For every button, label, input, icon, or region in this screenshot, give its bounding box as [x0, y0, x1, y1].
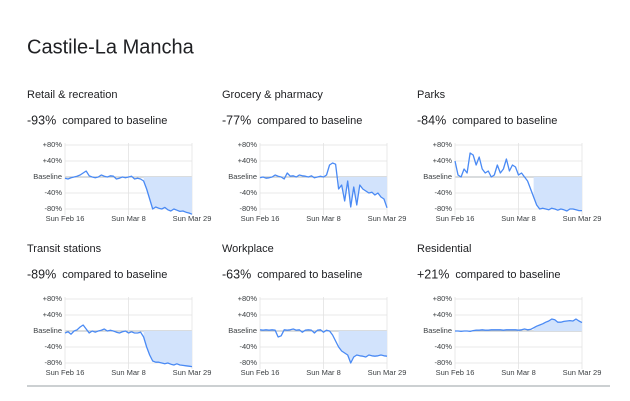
subtitle: compared to baseline [452, 115, 557, 127]
y-tick-label: -80% [239, 204, 257, 213]
subtitle: compared to baseline [455, 269, 560, 281]
y-tick-label: +80% [433, 140, 453, 149]
x-tick-label: Sun Mar 8 [501, 368, 536, 377]
y-tick-label: Baseline [33, 326, 62, 335]
y-tick-label: Baseline [228, 172, 257, 181]
y-tick-label: +80% [43, 294, 63, 303]
shaded-area [533, 177, 582, 211]
x-tick-label: Sun Mar 29 [368, 368, 407, 377]
y-tick-label: -40% [44, 188, 62, 197]
trend-line [454, 152, 582, 212]
x-tick-label: Sun Feb 16 [241, 214, 280, 223]
x-tick-label: Sun Mar 29 [368, 214, 407, 223]
y-tick-label: Baseline [228, 326, 257, 335]
subtitle: compared to baseline [62, 269, 167, 281]
y-tick-label: -80% [434, 204, 452, 213]
chart-title: Transit stations [27, 243, 102, 255]
y-tick-label: -40% [434, 188, 452, 197]
headline: -89% [27, 267, 56, 281]
shaded-area [143, 177, 192, 215]
x-tick-label: Sun Feb 16 [436, 368, 475, 377]
trend-line [64, 170, 193, 215]
subtitle: compared to baseline [257, 269, 362, 281]
y-tick-label: Baseline [423, 326, 452, 335]
x-tick-label: Sun Mar 29 [173, 368, 212, 377]
subtitle: compared to baseline [257, 115, 362, 127]
shaded-area [338, 177, 387, 208]
trend-line [259, 162, 388, 209]
x-tick-label: Sun Mar 29 [563, 214, 602, 223]
shaded-area [533, 319, 582, 331]
x-tick-label: Sun Mar 8 [501, 214, 536, 223]
headline: -93% [27, 113, 56, 127]
x-tick-label: Sun Mar 29 [173, 214, 212, 223]
y-tick-label: +40% [43, 310, 63, 319]
y-tick-label: Baseline [33, 172, 62, 181]
trend-line [455, 318, 583, 333]
x-tick-label: Sun Mar 8 [306, 368, 341, 377]
y-tick-label: +40% [433, 310, 453, 319]
chart-title: Parks [417, 89, 446, 101]
headline: -77% [222, 113, 251, 127]
subtitle: compared to baseline [62, 115, 167, 127]
y-tick-label: -40% [434, 342, 452, 351]
y-tick-label: +80% [433, 294, 453, 303]
y-tick-label: -80% [239, 358, 257, 367]
y-tick-label: +80% [238, 140, 258, 149]
x-tick-label: Sun Feb 16 [436, 214, 475, 223]
x-tick-label: Sun Mar 8 [111, 368, 146, 377]
chart-title: Grocery & pharmacy [222, 89, 323, 101]
y-tick-label: +40% [43, 156, 63, 165]
shaded-area [338, 331, 387, 363]
y-tick-label: -40% [239, 342, 257, 351]
y-tick-label: +40% [238, 310, 258, 319]
y-tick-label: +80% [238, 294, 258, 303]
chart-title: Retail & recreation [27, 89, 118, 101]
headline: +21% [417, 267, 449, 281]
y-tick-label: +40% [238, 156, 258, 165]
page-title: Castile-La Mancha [27, 36, 195, 58]
x-tick-label: Sun Feb 16 [46, 368, 85, 377]
chart-title: Residential [417, 243, 471, 255]
y-tick-label: -40% [44, 342, 62, 351]
trend-line [64, 324, 193, 368]
x-tick-label: Sun Mar 8 [111, 214, 146, 223]
x-tick-label: Sun Mar 8 [306, 214, 341, 223]
trend-line [259, 328, 388, 364]
y-tick-label: +80% [43, 140, 63, 149]
y-tick-label: -40% [239, 188, 257, 197]
headline: -84% [417, 113, 446, 127]
y-tick-label: -80% [44, 204, 62, 213]
x-tick-label: Sun Feb 16 [241, 368, 280, 377]
y-tick-label: Baseline [423, 172, 452, 181]
y-tick-label: -80% [44, 358, 62, 367]
y-tick-label: -80% [434, 358, 452, 367]
shaded-area [143, 331, 192, 367]
chart-title: Workplace [222, 243, 274, 255]
y-tick-label: +40% [433, 156, 453, 165]
x-tick-label: Sun Mar 29 [563, 368, 602, 377]
headline: -63% [222, 267, 251, 281]
x-tick-label: Sun Feb 16 [46, 214, 85, 223]
